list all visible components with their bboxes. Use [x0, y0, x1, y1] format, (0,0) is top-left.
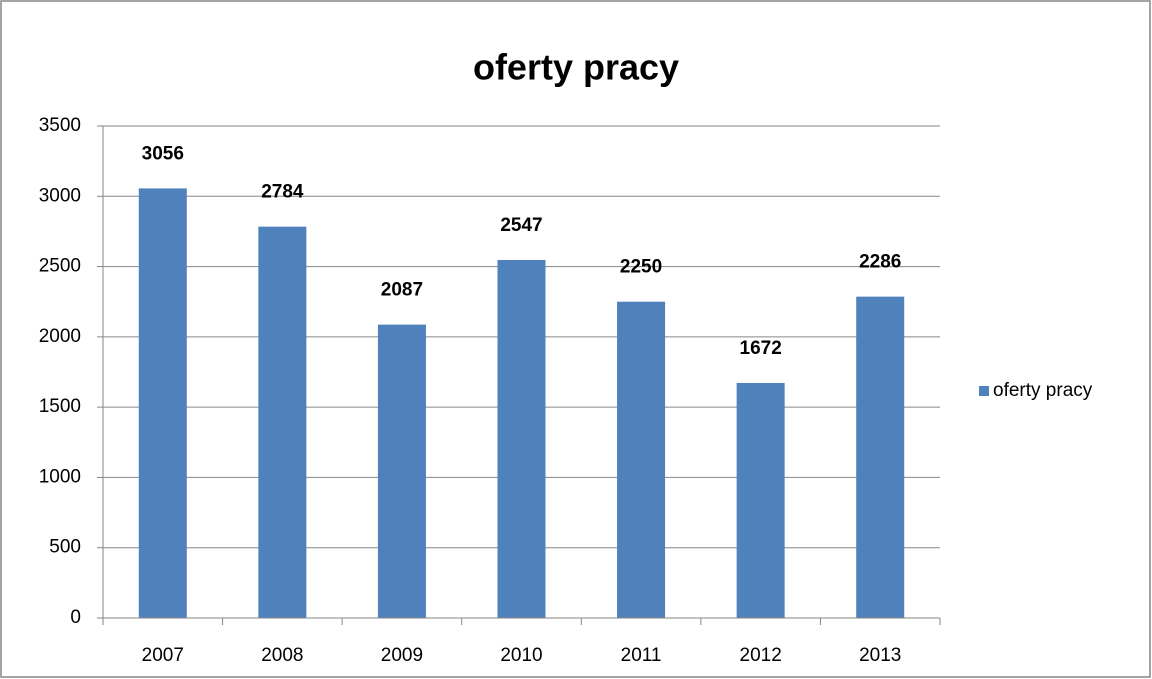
- chart-title: oferty pracy: [473, 47, 679, 88]
- y-tick-label: 3000: [39, 185, 81, 206]
- y-tick-label: 500: [49, 537, 81, 558]
- value-label: 2250: [620, 257, 662, 278]
- value-label: 1672: [740, 338, 782, 359]
- x-tick-label: 2012: [740, 645, 782, 666]
- legend-swatch: [979, 386, 989, 396]
- bar: [258, 226, 307, 618]
- y-tick-label: 3500: [39, 115, 81, 136]
- x-tick-label: 2010: [500, 645, 542, 666]
- x-tick-label: 2007: [142, 645, 184, 666]
- x-tick-label: 2008: [261, 645, 303, 666]
- value-label: 2286: [859, 252, 901, 273]
- bar: [138, 188, 187, 619]
- y-tick-label: 2500: [39, 256, 81, 277]
- bar: [856, 296, 905, 618]
- bar: [377, 324, 426, 618]
- bar: [497, 259, 546, 618]
- y-tick-label: 2000: [39, 326, 81, 347]
- x-tick-label: 2009: [381, 645, 423, 666]
- legend-label: oferty pracy: [993, 380, 1093, 401]
- value-label: 2547: [500, 215, 542, 236]
- y-tick-label: 1000: [39, 466, 81, 487]
- x-tick-label: 2013: [859, 645, 901, 666]
- bar: [736, 382, 785, 618]
- bar: [617, 301, 666, 618]
- y-tick-label: 1500: [39, 396, 81, 417]
- value-label: 2087: [381, 280, 423, 301]
- value-label: 3056: [142, 143, 184, 164]
- x-tick-label: 2011: [621, 645, 662, 666]
- y-tick-label: 0: [70, 607, 81, 628]
- value-label: 2784: [261, 182, 304, 203]
